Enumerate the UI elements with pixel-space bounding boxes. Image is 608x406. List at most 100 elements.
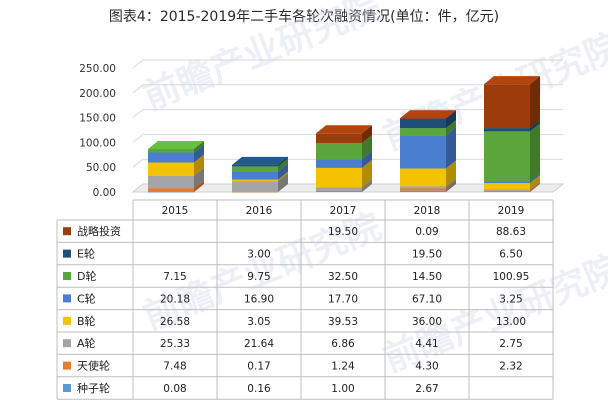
y-tick-label: 150.00 [79, 113, 116, 125]
bar-side [278, 158, 288, 172]
data-label: 36.00 [412, 316, 442, 328]
bar-front [484, 181, 530, 184]
legend-label: 战略投资 [77, 224, 121, 238]
bar-front [148, 148, 194, 153]
bar-front [232, 164, 278, 167]
bar-front [232, 179, 278, 182]
bar-top [148, 140, 204, 149]
bar-side [530, 175, 540, 190]
bar-side [362, 182, 372, 192]
y-tick-label: 100.00 [79, 137, 116, 149]
data-label: 25.33 [160, 338, 190, 350]
bar-segment [484, 123, 540, 182]
bar-side [446, 178, 456, 189]
data-label: 2.32 [499, 361, 522, 373]
data-label: 3.05 [247, 316, 270, 328]
bar-side [194, 183, 204, 192]
bar-front [400, 118, 446, 119]
legend-label: D轮 [77, 269, 96, 283]
bar-front [148, 175, 194, 189]
legend-label: 天使轮 [77, 359, 110, 373]
bar-side [530, 123, 540, 182]
legend-label: 种子轮 [77, 381, 110, 395]
bar-side [362, 151, 372, 168]
bar-segment [232, 156, 288, 167]
bar-side [278, 156, 288, 167]
bar-side [446, 180, 456, 191]
gridline-depth [132, 134, 144, 143]
data-label: 6.86 [331, 338, 355, 350]
bar-side [362, 179, 372, 191]
legend-label: E轮 [77, 247, 95, 261]
x-tick-label: 2016 [246, 205, 273, 217]
bar-front [484, 189, 530, 191]
data-label: 39.53 [328, 316, 358, 328]
bar-front [148, 188, 194, 192]
bar-side [194, 180, 204, 192]
bar-segment [148, 140, 204, 153]
bar-front [316, 190, 362, 192]
bar-front [400, 118, 446, 129]
data-label: 26.58 [160, 316, 190, 328]
legend-label: B轮 [77, 314, 96, 328]
bar-side [530, 181, 540, 191]
legend-swatch [63, 227, 71, 236]
gridline-depth [132, 109, 144, 118]
y-tick-label: 250.00 [79, 63, 116, 75]
data-label: 19.50 [328, 226, 358, 238]
bar-top [232, 156, 288, 165]
bar-side [362, 134, 372, 160]
data-label: 3.00 [247, 249, 270, 261]
y-tick-label: 50.00 [86, 162, 116, 174]
bar-front [400, 168, 446, 187]
bar-side [446, 182, 456, 192]
gridline-depth [132, 84, 144, 94]
bar-side [278, 173, 288, 192]
bars [148, 76, 540, 193]
bar-side [530, 182, 540, 192]
data-label: 2.75 [499, 338, 522, 350]
bar-front [400, 188, 446, 191]
bar-front [232, 191, 278, 193]
bar-side [278, 183, 288, 192]
bar-side [446, 120, 456, 136]
data-label: 7.15 [163, 271, 186, 283]
data-table: 2015 2016 2017 2018 2019 战略投资 19.50 0.09 88.63 E轮… [56, 199, 554, 400]
bar-side [446, 160, 456, 187]
bar-front [316, 133, 362, 143]
data-label: 0.17 [247, 361, 270, 373]
bar-front [316, 159, 362, 168]
bar-side [278, 163, 288, 180]
bar-side [194, 144, 204, 163]
bar-side [362, 159, 372, 188]
bar-front [232, 166, 278, 172]
bar-side [278, 183, 288, 192]
legend-label: C轮 [77, 291, 96, 305]
data-label: 1.24 [331, 361, 355, 373]
bar-top [400, 110, 456, 119]
bar-side [194, 140, 204, 153]
bar-front [232, 181, 278, 192]
bar-front [148, 162, 194, 176]
bar-front [232, 171, 278, 180]
bar-front [484, 128, 530, 132]
data-label: 16.90 [244, 293, 274, 305]
data-label: 7.48 [163, 361, 186, 373]
bar-side [530, 120, 540, 132]
legend-swatch [63, 339, 71, 348]
bar-front [400, 190, 446, 192]
bar-front [148, 191, 194, 193]
legend-swatch [63, 272, 71, 280]
y-axis: 0.00 50.00 100.00 150.00 200.00 250.00 [79, 63, 116, 199]
watermark-text: 前瞻产业研究院 [378, 248, 608, 380]
bar-front [316, 191, 362, 193]
legend-swatch [63, 249, 71, 258]
data-label: 4.30 [415, 361, 438, 373]
bar-side [194, 154, 204, 176]
bar-front [400, 135, 446, 169]
data-label: 100.95 [493, 271, 530, 283]
bar-side [446, 110, 456, 129]
data-label: 6.50 [499, 249, 522, 261]
bar-segment [400, 110, 456, 119]
